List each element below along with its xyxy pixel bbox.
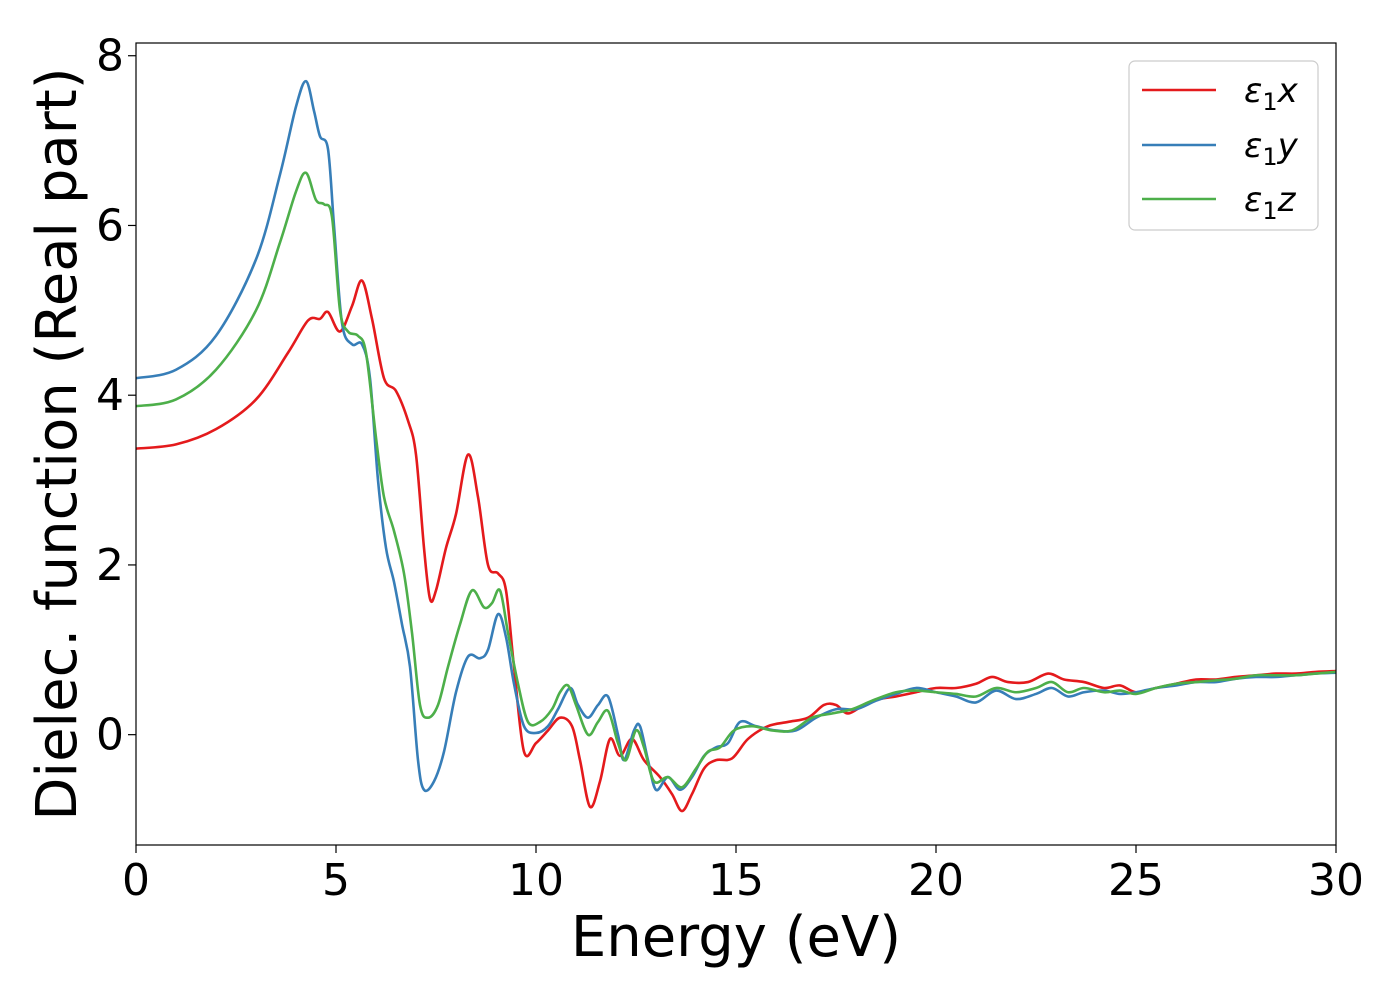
y-tick-label: 2 (96, 540, 124, 591)
x-tick-label: 30 (1308, 855, 1364, 906)
x-tick-label: 15 (708, 855, 764, 906)
legend-label-z: ε1z (1244, 180, 1297, 225)
legend: ε1x ε1y ε1z (1128, 60, 1319, 231)
y-tick-label: 8 (96, 31, 124, 82)
x-axis-title: Energy (eV) (571, 905, 901, 970)
y-tick-label: 6 (96, 200, 124, 251)
legend-label-y: ε1y (1244, 126, 1299, 171)
legend-frame (1128, 60, 1319, 231)
x-tick-label: 25 (1108, 855, 1164, 906)
y-axis: 0 2 4 6 8 (96, 31, 136, 761)
y-tick-label: 0 (96, 710, 124, 761)
y-tick-label: 4 (96, 370, 124, 421)
legend-label-x: ε1x (1244, 71, 1299, 116)
x-tick-label: 0 (122, 855, 150, 906)
x-tick-label: 20 (908, 855, 964, 906)
x-tick-label: 10 (508, 855, 564, 906)
series-line-z (136, 171, 1336, 789)
y-axis-title: Dielec. function (Real part) (25, 67, 90, 820)
series-line-x (136, 279, 1336, 813)
series-layer (136, 79, 1336, 813)
x-tick-label: 5 (322, 855, 350, 906)
x-axis: 0 5 10 15 20 25 30 (122, 845, 1364, 906)
